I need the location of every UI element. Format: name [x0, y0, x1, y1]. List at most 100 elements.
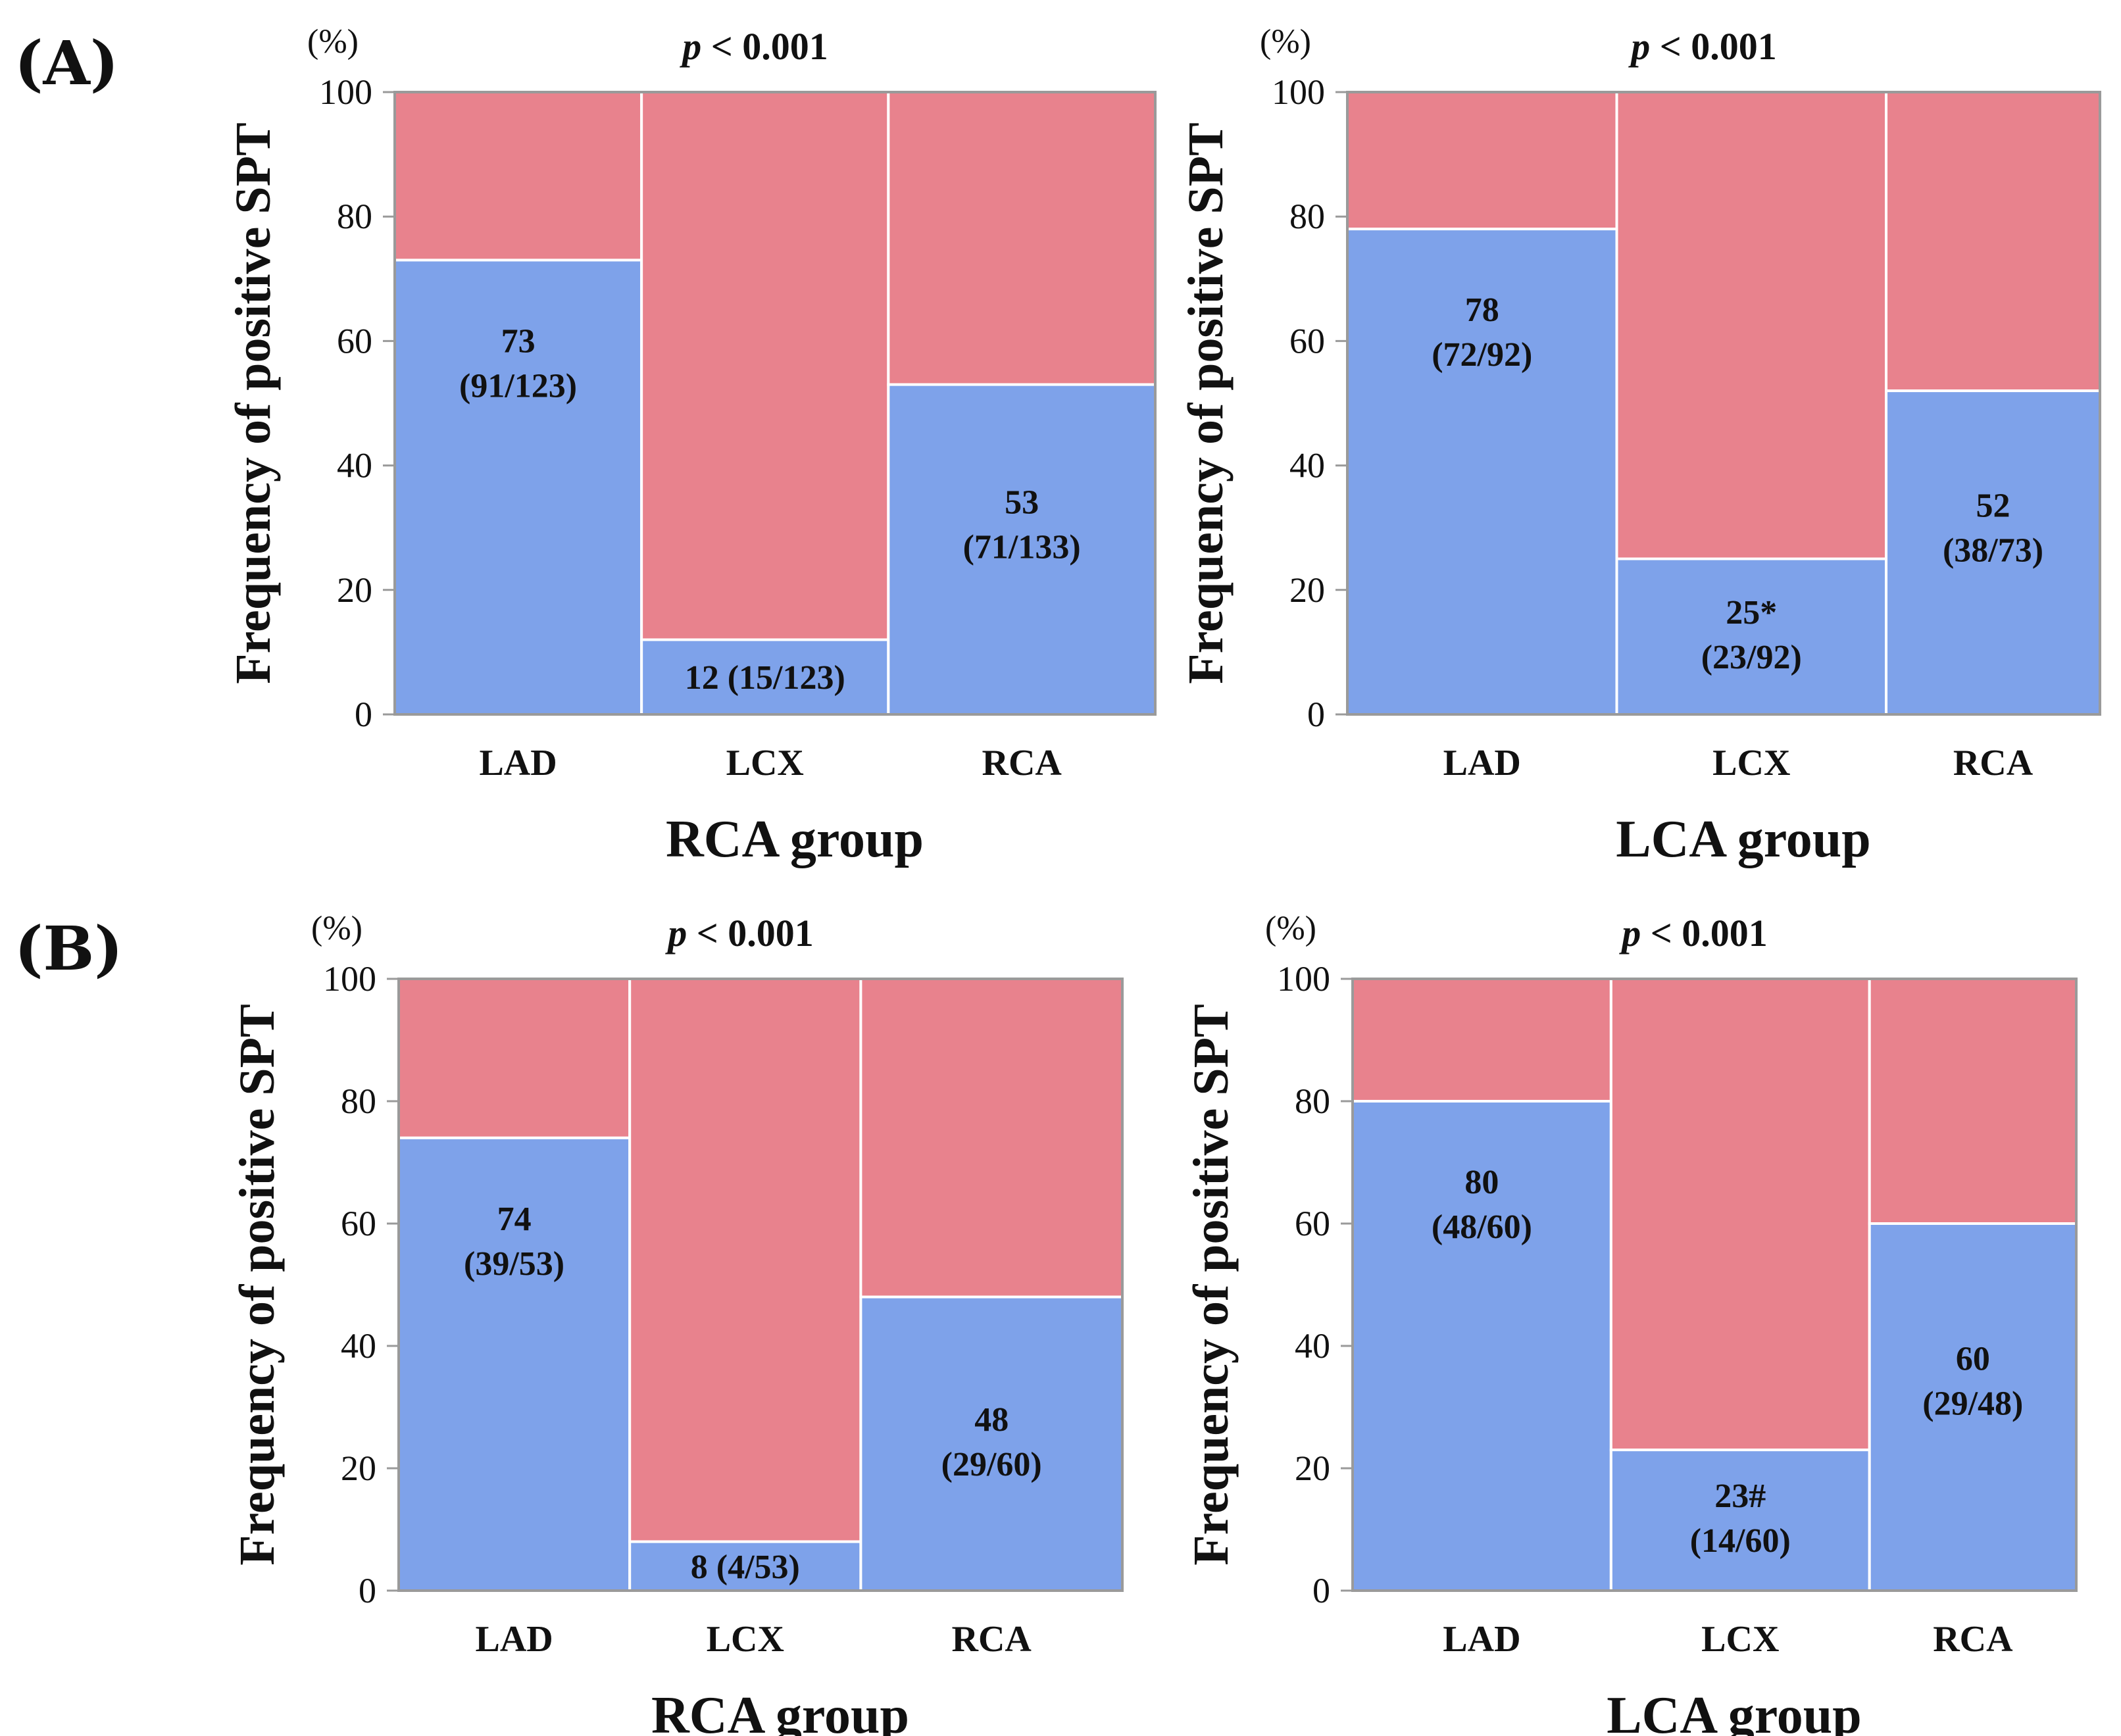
- y-tick-label: 0: [1307, 695, 1325, 734]
- y-axis-label: Frequency of positive SPT: [1178, 122, 1234, 684]
- data-label-value: 23#: [1714, 1477, 1766, 1515]
- data-label-value: 60: [1956, 1340, 1990, 1377]
- y-unit-label: (%): [1260, 23, 1311, 61]
- data-label-fraction: (48/60): [1432, 1208, 1532, 1246]
- category-label: LAD: [1443, 1619, 1520, 1660]
- data-label-value: 8 (4/53): [691, 1549, 800, 1586]
- y-tick-label: 60: [337, 321, 372, 360]
- y-tick-label: 0: [359, 1571, 376, 1610]
- bar-negative-lad: [393, 91, 643, 262]
- category-label: LCX: [1701, 1619, 1779, 1660]
- y-tick-label: 0: [355, 695, 372, 734]
- y-tick-label: 40: [1295, 1326, 1330, 1366]
- chart-title: p < 0.001: [664, 912, 814, 955]
- y-tick-label: 100: [1277, 959, 1330, 999]
- y-unit-label: (%): [307, 23, 359, 61]
- y-tick-label: 80: [1295, 1081, 1330, 1121]
- category-label: LCX: [1712, 743, 1790, 783]
- y-tick-label: 20: [337, 570, 372, 610]
- category-label: LAD: [475, 1619, 553, 1660]
- category-label: LCX: [707, 1619, 784, 1660]
- x-axis-label: RCA group: [651, 1687, 909, 1736]
- data-label-fraction: (39/53): [464, 1245, 564, 1283]
- category-label: RCA: [1933, 1619, 2013, 1660]
- x-axis-label: LCA group: [1607, 1687, 1862, 1736]
- chart-2: LAD 74 (39/53) LCX 8 (4/53) RCA 48 (29/60) 0 20 40…: [230, 910, 1124, 1736]
- chart-0: LAD 73 (91/123) LCX 12 (15/123) RCA 53 (71/133)…: [226, 23, 1157, 868]
- x-axis-label: RCA group: [666, 810, 924, 868]
- y-tick-label: 20: [1295, 1449, 1330, 1488]
- bar-negative-lcx: [640, 91, 890, 641]
- x-axis-label: LCA group: [1616, 810, 1871, 868]
- data-label-value: 80: [1464, 1164, 1499, 1201]
- y-tick-label: 80: [341, 1081, 376, 1121]
- plot-frame: [393, 91, 1157, 716]
- y-tick-label: 100: [1272, 72, 1325, 112]
- bar-positive-lcx: [1615, 557, 1888, 716]
- data-label-fraction: (71/133): [963, 528, 1081, 566]
- y-tick-label: 20: [1289, 570, 1325, 610]
- bar-negative-lad: [1346, 91, 1618, 231]
- bar-negative-rca: [859, 978, 1124, 1299]
- data-label-value: 73: [501, 322, 536, 360]
- data-label-fraction: (38/73): [1943, 532, 2043, 569]
- data-label-value: 53: [1005, 484, 1039, 521]
- category-label: RCA: [1953, 743, 2034, 783]
- y-tick-label: 60: [1289, 321, 1325, 360]
- data-label-value: 78: [1465, 291, 1499, 329]
- y-tick-label: 40: [1289, 446, 1325, 485]
- chart-title: p < 0.001: [1618, 912, 1768, 955]
- category-label: RCA: [952, 1619, 1032, 1660]
- y-tick-label: 40: [337, 446, 372, 485]
- charts: LAD 73 (91/123) LCX 12 (15/123) RCA 53 (71/133)…: [226, 23, 2101, 1736]
- bar-positive-lcx: [1609, 1449, 1871, 1593]
- bar-negative-rca: [887, 91, 1157, 386]
- y-axis-label: Frequency of positive SPT: [226, 122, 281, 684]
- bar-negative-lcx: [628, 978, 862, 1543]
- data-label-value: 74: [497, 1201, 532, 1238]
- y-axis-label: Frequency of positive SPT: [230, 1004, 285, 1566]
- y-tick-label: 0: [1312, 1571, 1330, 1610]
- y-tick-label: 20: [341, 1449, 376, 1488]
- bar-negative-rca: [1868, 978, 2078, 1225]
- category-label: RCA: [982, 743, 1062, 783]
- category-label: LAD: [479, 743, 557, 783]
- chart-title: p < 0.001: [679, 25, 828, 68]
- plot-frame: [1346, 91, 2101, 716]
- bar-negative-lad: [397, 978, 632, 1139]
- data-label-fraction: (29/60): [941, 1446, 1042, 1483]
- bar-negative-rca: [1885, 91, 2101, 393]
- data-label-value: 12 (15/123): [685, 659, 845, 697]
- category-label: LAD: [1443, 743, 1521, 783]
- bar-positive-lcx: [640, 638, 890, 716]
- y-tick-label: 80: [1289, 197, 1325, 236]
- chart-1: LAD 78 (72/92) LCX 25* (23/92) RCA 52 (38/73) 0 20…: [1178, 23, 2101, 868]
- data-label-fraction: (14/60): [1690, 1522, 1791, 1560]
- data-label-value: 52: [1976, 487, 2010, 524]
- bar-negative-lad: [1351, 978, 1612, 1103]
- plot-frame: [1351, 978, 2078, 1592]
- data-label-value: 25*: [1726, 594, 1777, 632]
- data-label-fraction: (29/48): [1922, 1385, 2023, 1422]
- panel-label-a: (A): [14, 28, 118, 99]
- bar-positive-rca: [887, 383, 1157, 716]
- bar-positive-rca: [859, 1295, 1124, 1592]
- y-tick-label: 60: [1295, 1204, 1330, 1243]
- bar-positive-lad: [1351, 1100, 1612, 1592]
- bar-positive-lad: [397, 1136, 632, 1593]
- chart-3: LAD 80 (48/60) LCX 23# (14/60) RCA 60 (29/48) 0 20…: [1184, 910, 2078, 1736]
- chart-title: p < 0.001: [1628, 25, 1777, 68]
- y-axis-label: Frequency of positive SPT: [1184, 1004, 1239, 1566]
- data-label-fraction: (72/92): [1432, 336, 1532, 374]
- y-tick-label: 100: [319, 72, 372, 112]
- category-label: LCX: [726, 743, 804, 783]
- y-tick-label: 80: [337, 197, 372, 236]
- bar-negative-lcx: [1615, 91, 1888, 560]
- y-tick-label: 40: [341, 1326, 376, 1366]
- y-unit-label: (%): [1265, 910, 1316, 947]
- data-label-value: 48: [974, 1401, 1009, 1439]
- bar-negative-lcx: [1609, 978, 1871, 1452]
- y-unit-label: (%): [311, 910, 362, 947]
- bar-positive-lad: [393, 259, 643, 716]
